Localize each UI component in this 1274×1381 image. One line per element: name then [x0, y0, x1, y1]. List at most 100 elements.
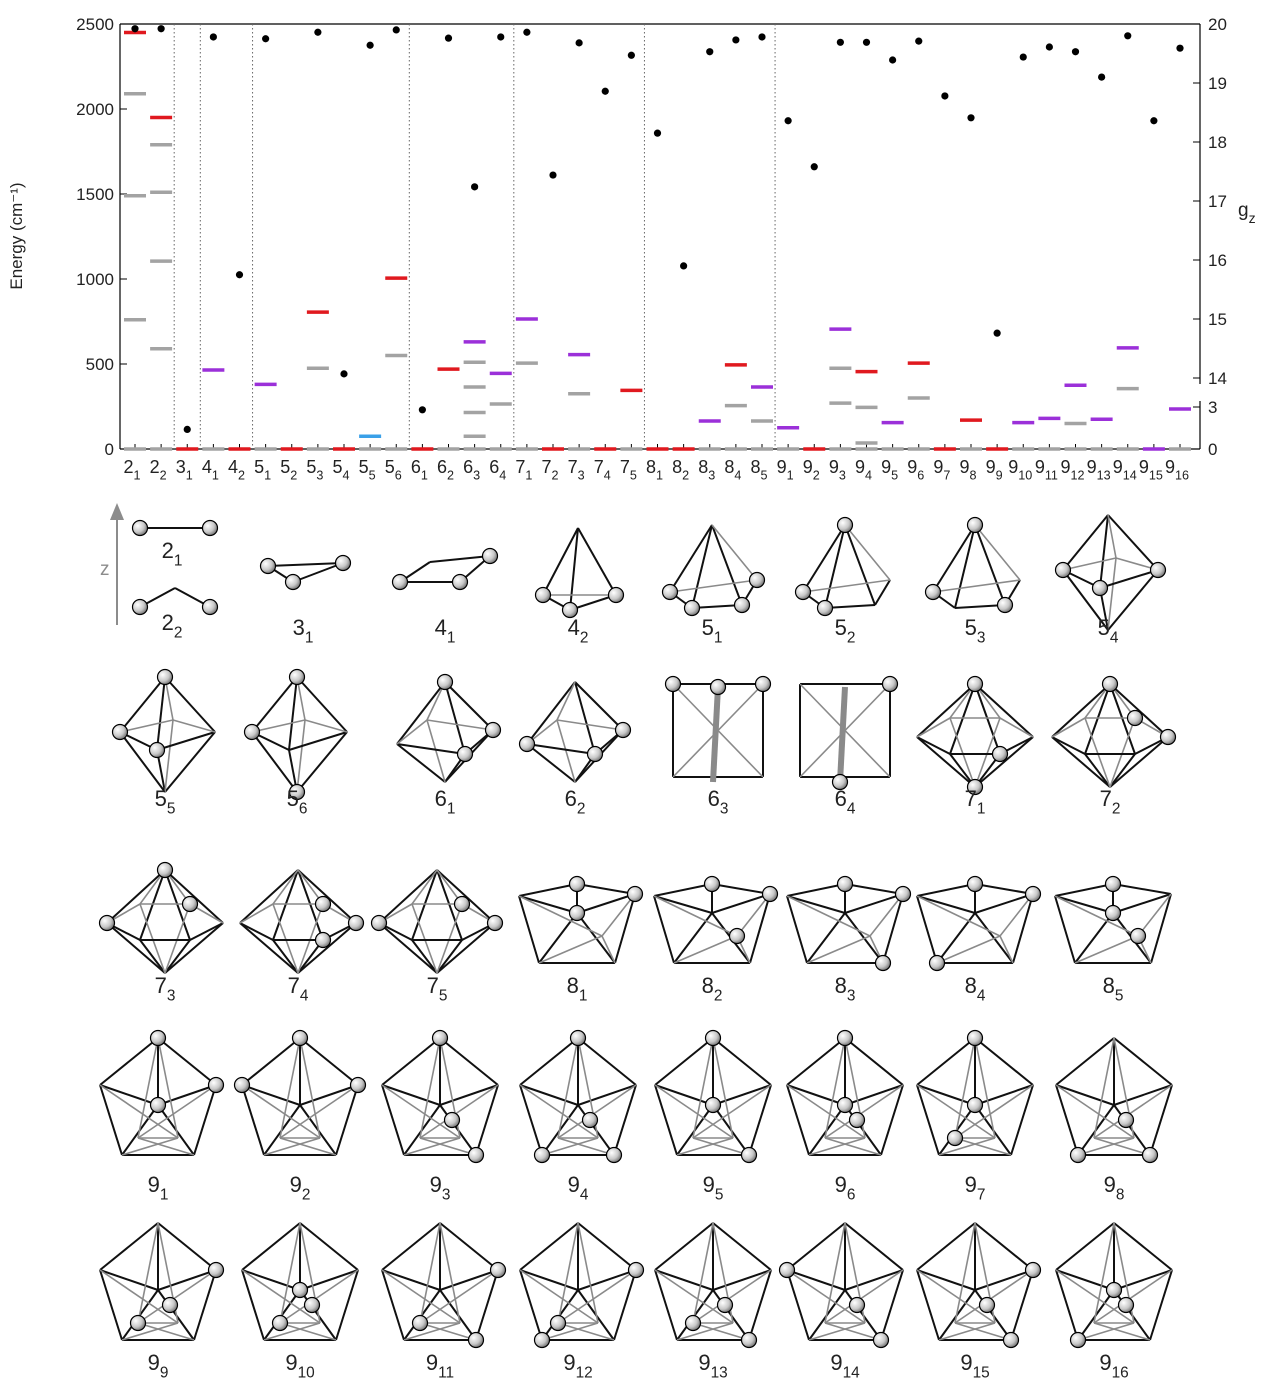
atom — [1128, 711, 1143, 726]
edge — [1085, 754, 1110, 787]
z-label: z — [100, 559, 110, 580]
edge — [300, 1085, 358, 1105]
edge — [440, 1085, 498, 1105]
x-tick-label-sub: 2 — [447, 468, 454, 482]
structure-label: 31 — [293, 615, 314, 647]
structure-label-main: 6 — [835, 786, 847, 811]
structure-label: 75 — [427, 973, 448, 1005]
atom — [838, 1098, 853, 1113]
structure-label-sub: 4 — [300, 988, 309, 1005]
edge — [654, 896, 674, 963]
edge — [787, 1085, 809, 1155]
x-tick-label-sub: 1 — [656, 468, 663, 482]
atom — [372, 916, 387, 931]
x-tick-label: 916 — [1165, 457, 1189, 482]
edge — [100, 1270, 122, 1340]
edge — [412, 870, 437, 904]
edge — [787, 1270, 845, 1290]
x-tick-label: 915 — [1139, 457, 1163, 482]
y2-axis-label: gz — [1238, 200, 1256, 226]
atom — [735, 598, 750, 613]
gz-point — [262, 35, 269, 42]
structure-label: 51 — [702, 615, 723, 647]
atom — [763, 887, 778, 902]
atom — [131, 1316, 146, 1331]
atom — [349, 916, 364, 931]
gz-point — [628, 52, 635, 59]
atom — [203, 521, 218, 536]
x-tick-label: 52 — [280, 457, 297, 482]
gz-point — [314, 29, 321, 36]
y-axis-label: Energy (cm⁻¹) — [7, 182, 26, 289]
edge — [578, 1085, 636, 1105]
structure-label: 71 — [965, 786, 986, 818]
x-tick-label: 63 — [463, 457, 480, 482]
gz-point — [602, 88, 609, 95]
edge — [655, 1085, 713, 1105]
atom — [183, 897, 198, 912]
edge — [578, 1270, 636, 1290]
x-tick-label-main: 8 — [750, 457, 760, 477]
structure-label-sub: 14 — [843, 1365, 861, 1381]
x-tick-label-sub: 2 — [238, 468, 245, 482]
atom — [780, 1263, 795, 1278]
structure-label: 911 — [426, 1350, 454, 1381]
atom — [235, 1078, 250, 1093]
x-tick-label-main: 7 — [541, 457, 551, 477]
x-tick-label-main: 9 — [1165, 457, 1175, 477]
edge — [1078, 1323, 1134, 1340]
atom — [926, 585, 941, 600]
x-tick-label: 61 — [411, 457, 428, 482]
edge — [809, 1323, 865, 1340]
structure-label-sub: 13 — [711, 1365, 728, 1381]
gz-point — [732, 36, 739, 43]
structure-label: 96 — [835, 1172, 856, 1204]
edge — [712, 894, 770, 913]
structure-label-main: 2 — [162, 538, 174, 563]
gz-point — [393, 26, 400, 33]
atom — [209, 1263, 224, 1278]
structure-label-main: 9 — [960, 1350, 972, 1375]
structure-label-main: 9 — [568, 1172, 580, 1197]
edge — [712, 525, 757, 580]
edge — [614, 1270, 636, 1340]
gz-point — [837, 39, 844, 46]
edge — [840, 687, 845, 782]
atom — [133, 600, 148, 615]
x-tick-label-sub: 3 — [708, 468, 715, 482]
edge — [558, 1138, 614, 1155]
x-tick-label-main: 9 — [803, 457, 813, 477]
x-tick-label: 41 — [202, 457, 219, 482]
x-tick-label-sub: 2 — [552, 468, 559, 482]
structure-label-sub: 8 — [1116, 1187, 1125, 1204]
atom — [551, 1316, 566, 1331]
edge — [1114, 1085, 1172, 1105]
x-tick-label-sub: 1 — [186, 468, 193, 482]
edge — [975, 884, 1033, 894]
structure-label-main: 8 — [1103, 973, 1115, 998]
edge — [382, 1085, 440, 1105]
atom — [628, 887, 643, 902]
x-tick-label-main: 8 — [724, 457, 734, 477]
edge — [875, 580, 890, 605]
atom — [930, 956, 945, 971]
edge — [138, 1323, 194, 1340]
x-tick-label-sub: 5 — [761, 468, 768, 482]
gz-point — [184, 426, 191, 433]
structure-label-sub: 2 — [174, 625, 183, 642]
x-tick-label-main: 9 — [1008, 457, 1018, 477]
edge — [787, 1270, 809, 1340]
structure-label-main: 5 — [835, 615, 847, 640]
structure-label-main: 7 — [965, 786, 977, 811]
atom — [570, 906, 585, 921]
structure-label-sub: 4 — [847, 801, 856, 818]
atom — [150, 743, 165, 758]
gz-point — [1072, 48, 1079, 55]
edge — [194, 1270, 216, 1340]
x-tick-label: 92 — [803, 457, 820, 482]
edge — [527, 682, 575, 744]
atom — [663, 585, 678, 600]
atom — [968, 1098, 983, 1113]
structure-label-main: 6 — [435, 786, 447, 811]
structure-label-sub: 3 — [977, 630, 986, 647]
